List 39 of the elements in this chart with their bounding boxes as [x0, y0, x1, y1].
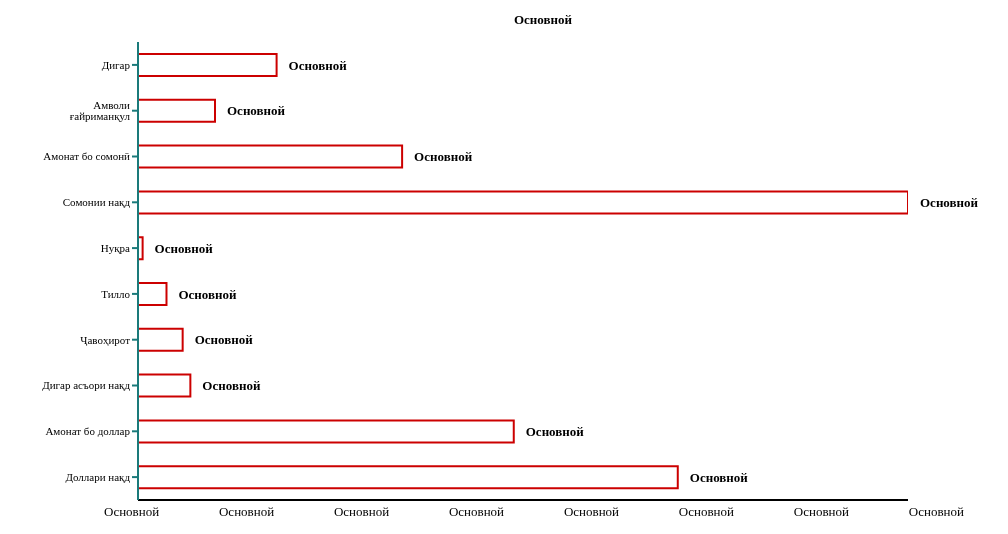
- bar: [138, 190, 908, 215]
- y-tick-label: Нуқра: [100, 242, 131, 255]
- annotation: Основной: [227, 103, 286, 119]
- annotation: Основной: [202, 378, 261, 394]
- bar: [138, 327, 184, 352]
- text: Основной: [448, 504, 505, 520]
- y-tick-label: Амволи ғайриманқул: [69, 99, 131, 123]
- bar: [138, 98, 216, 123]
- y-tick-label: Амонат бо доллар: [45, 425, 131, 438]
- chart-title: Основной: [512, 11, 574, 29]
- bar: [138, 282, 168, 306]
- y-tick-label: Дигар асъори нақд: [42, 379, 131, 392]
- annotation: Основной: [689, 469, 749, 485]
- annotation: Основной: [920, 194, 979, 210]
- bar: [138, 465, 679, 490]
- y-tick-label: Доллари нақд: [65, 471, 131, 484]
- y-tick-label: Тилло: [101, 287, 131, 300]
- text: Основной: [908, 504, 964, 520]
- bar: [138, 373, 192, 398]
- annotation: Основной: [178, 286, 238, 302]
- bar: [138, 419, 515, 444]
- annotation: Основной: [414, 149, 473, 165]
- bar: [138, 144, 404, 169]
- text: Основной: [218, 504, 275, 520]
- text: Основной: [563, 504, 620, 520]
- annotation: Основной: [154, 240, 214, 256]
- y-tick-label: Ҷавоҳирот: [80, 333, 131, 346]
- y-tick-label: Сомонии нақд: [62, 196, 131, 209]
- y-tick-label: Амонат бо сомонӣ: [43, 150, 131, 163]
- annotation: Основной: [288, 57, 348, 73]
- annotation: Основной: [525, 423, 585, 439]
- text: Основной: [333, 504, 390, 520]
- annotation: Основной: [194, 332, 254, 348]
- text: Основной: [678, 504, 735, 520]
- text: Основной: [104, 504, 160, 520]
- bar: [138, 236, 144, 261]
- y-tick-label: Дигар: [101, 58, 131, 71]
- bar: [138, 53, 278, 77]
- text: Основной: [793, 504, 849, 520]
